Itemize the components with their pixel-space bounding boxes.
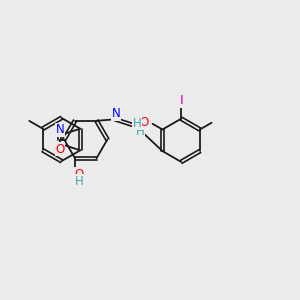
Text: O: O (140, 116, 149, 129)
Text: I: I (179, 94, 183, 107)
Text: N: N (112, 107, 120, 120)
Text: H: H (136, 125, 144, 138)
Text: O: O (75, 168, 84, 181)
Text: N: N (56, 124, 64, 136)
Text: H: H (133, 117, 141, 130)
Text: O: O (55, 142, 64, 155)
Text: H: H (75, 175, 84, 188)
